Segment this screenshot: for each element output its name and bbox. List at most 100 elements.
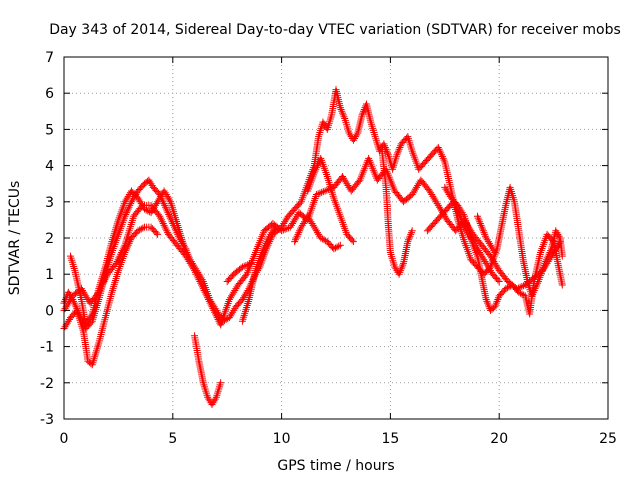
x-tick-label: 5 xyxy=(168,431,177,447)
data-point xyxy=(488,254,496,262)
data-point xyxy=(542,261,550,269)
data-point xyxy=(344,182,352,190)
data-point xyxy=(436,147,444,155)
data-point xyxy=(492,261,500,269)
data-point xyxy=(123,194,131,202)
data-point xyxy=(407,229,415,237)
data-point xyxy=(317,234,325,242)
data-point xyxy=(147,180,155,188)
chart-title: Day 343 of 2014, Sidereal Day-to-day VTE… xyxy=(49,22,621,38)
data-point xyxy=(439,154,447,162)
data-point xyxy=(507,282,515,290)
data-point xyxy=(440,156,448,164)
data-point xyxy=(436,205,444,213)
series-track-4 xyxy=(60,154,564,329)
data-point xyxy=(394,147,402,155)
data-point xyxy=(126,201,134,209)
y-tick-label: 3 xyxy=(45,195,54,211)
data-point xyxy=(479,227,487,235)
data-point xyxy=(331,244,339,252)
series-track-7 xyxy=(238,223,279,325)
data-point xyxy=(211,395,219,403)
data-point xyxy=(470,243,478,251)
data-point xyxy=(244,261,252,269)
data-point xyxy=(191,268,199,276)
data-point xyxy=(458,209,466,217)
data-point xyxy=(238,263,246,271)
data-point xyxy=(486,267,494,275)
data-point xyxy=(209,305,217,313)
data-point xyxy=(380,140,388,148)
data-point xyxy=(339,111,347,119)
data-point xyxy=(161,201,169,209)
data-point xyxy=(157,214,165,222)
data-point xyxy=(305,214,313,222)
data-point xyxy=(161,189,169,197)
data-point xyxy=(230,288,238,296)
data-point xyxy=(471,247,479,255)
data-point xyxy=(283,225,291,233)
data-point xyxy=(157,216,165,224)
data-point xyxy=(243,288,251,296)
data-point xyxy=(204,393,212,401)
y-tick-label: -2 xyxy=(40,376,54,392)
data-point xyxy=(113,258,121,266)
data-point xyxy=(180,243,188,251)
data-point xyxy=(383,147,391,155)
data-point xyxy=(142,206,150,214)
data-point xyxy=(349,238,357,246)
y-tick-label: 0 xyxy=(45,303,54,319)
data-point xyxy=(433,200,441,208)
data-point xyxy=(458,216,466,224)
data-point xyxy=(228,292,236,300)
data-point xyxy=(164,209,172,217)
data-point xyxy=(472,248,480,256)
data-point xyxy=(296,225,304,233)
data-point xyxy=(80,288,88,296)
series-track-6 xyxy=(223,259,255,285)
data-point xyxy=(191,267,199,275)
data-point xyxy=(492,299,500,307)
data-point xyxy=(469,241,477,249)
data-point xyxy=(337,105,345,113)
data-point xyxy=(268,229,276,237)
data-point xyxy=(396,268,404,276)
data-point xyxy=(491,248,499,256)
data-point xyxy=(314,162,322,170)
data-point xyxy=(330,245,338,253)
data-point xyxy=(228,310,236,318)
data-point xyxy=(229,290,237,298)
data-point xyxy=(308,220,316,228)
data-point xyxy=(316,189,324,197)
data-point xyxy=(164,194,172,202)
data-point xyxy=(340,113,348,121)
data-point xyxy=(320,236,328,244)
data-point xyxy=(71,301,79,309)
data-point xyxy=(457,207,465,215)
data-point xyxy=(430,194,438,202)
data-point xyxy=(431,196,439,204)
data-point xyxy=(479,225,487,233)
data-point xyxy=(552,227,560,235)
y-axis-label: SDTVAR / TECUs xyxy=(7,181,23,296)
data-point xyxy=(477,221,485,229)
data-point xyxy=(476,218,484,226)
y-tick-label: 2 xyxy=(45,231,54,247)
data-point xyxy=(314,190,322,198)
data-point xyxy=(230,306,238,314)
y-tick-label: 7 xyxy=(45,50,54,66)
data-point xyxy=(396,144,404,151)
data-point xyxy=(70,299,78,307)
data-point xyxy=(263,238,271,246)
data-point xyxy=(186,259,194,267)
data-point xyxy=(101,276,109,284)
data-point xyxy=(441,183,449,191)
data-point xyxy=(410,187,418,195)
data-point xyxy=(269,227,277,235)
data-point xyxy=(397,267,405,275)
data-point xyxy=(336,104,344,112)
data-point xyxy=(309,221,317,229)
data-point xyxy=(281,225,289,233)
data-point xyxy=(241,292,249,300)
